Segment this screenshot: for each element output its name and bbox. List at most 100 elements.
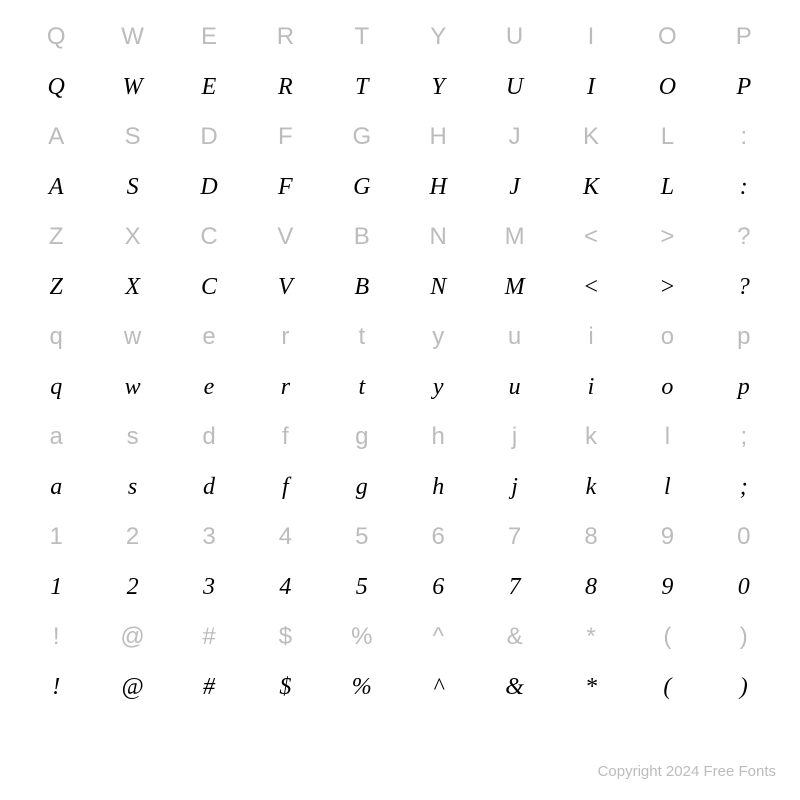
glyph-cell: Z [18, 212, 94, 262]
glyph-cell: O [629, 62, 705, 112]
glyph-cell: K [553, 112, 629, 162]
glyph-cell: @ [94, 612, 170, 662]
glyph-cell: o [629, 312, 705, 362]
glyph-cell: V [247, 212, 323, 262]
glyph-cell: Y [400, 12, 476, 62]
glyph-cell: W [94, 62, 170, 112]
glyph-cell: : [706, 162, 782, 212]
glyph-cell: C [171, 262, 247, 312]
glyph-cell: ( [629, 612, 705, 662]
glyph-cell: F [247, 162, 323, 212]
glyph-cell: R [247, 62, 323, 112]
glyph-cell: F [247, 112, 323, 162]
glyph-cell: W [94, 12, 170, 62]
character-grid: QWERTYUIOPQWERTYUIOPASDFGHJKL:ASDFGHJKL:… [18, 12, 782, 712]
glyph-cell: y [400, 312, 476, 362]
glyph-cell: 5 [324, 512, 400, 562]
glyph-cell: h [400, 412, 476, 462]
glyph-cell: a [18, 462, 94, 512]
glyph-cell: w [94, 362, 170, 412]
glyph-cell: B [324, 262, 400, 312]
glyph-cell: T [324, 12, 400, 62]
glyph-cell: # [171, 662, 247, 712]
glyph-cell: N [400, 212, 476, 262]
glyph-cell: 0 [706, 512, 782, 562]
glyph-cell: H [400, 112, 476, 162]
glyph-cell: t [324, 362, 400, 412]
glyph-cell: e [171, 362, 247, 412]
glyph-cell: R [247, 12, 323, 62]
glyph-cell: q [18, 312, 94, 362]
glyph-cell: * [553, 662, 629, 712]
glyph-cell: ; [706, 412, 782, 462]
glyph-cell: B [324, 212, 400, 262]
glyph-cell: Z [18, 262, 94, 312]
glyph-cell: w [94, 312, 170, 362]
glyph-cell: C [171, 212, 247, 262]
glyph-cell: < [553, 262, 629, 312]
glyph-cell: Q [18, 62, 94, 112]
glyph-cell: f [247, 462, 323, 512]
glyph-cell: 9 [629, 512, 705, 562]
glyph-cell: k [553, 412, 629, 462]
glyph-cell: $ [247, 662, 323, 712]
glyph-cell: 6 [400, 512, 476, 562]
glyph-cell: r [247, 362, 323, 412]
glyph-cell: k [553, 462, 629, 512]
glyph-cell: t [324, 312, 400, 362]
glyph-cell: 6 [400, 562, 476, 612]
glyph-cell: I [553, 62, 629, 112]
glyph-cell: l [629, 462, 705, 512]
glyph-cell: A [18, 162, 94, 212]
glyph-cell: g [324, 412, 400, 462]
glyph-cell: Y [400, 62, 476, 112]
glyph-cell: 9 [629, 562, 705, 612]
glyph-cell: S [94, 162, 170, 212]
glyph-cell: 3 [171, 562, 247, 612]
glyph-cell: N [400, 262, 476, 312]
glyph-cell: j [476, 412, 552, 462]
glyph-cell: d [171, 462, 247, 512]
glyph-cell: ^ [400, 612, 476, 662]
glyph-cell: ) [706, 612, 782, 662]
glyph-cell: Q [18, 12, 94, 62]
glyph-cell: 1 [18, 562, 94, 612]
glyph-cell: & [476, 662, 552, 712]
glyph-cell: J [476, 112, 552, 162]
glyph-cell: < [553, 212, 629, 262]
glyph-cell: H [400, 162, 476, 212]
copyright-footer: Copyright 2024 Free Fonts [598, 763, 776, 780]
glyph-cell: O [629, 12, 705, 62]
glyph-cell: p [706, 312, 782, 362]
glyph-cell: U [476, 62, 552, 112]
glyph-cell: D [171, 112, 247, 162]
glyph-cell: e [171, 312, 247, 362]
glyph-cell: 2 [94, 562, 170, 612]
glyph-cell: * [553, 612, 629, 662]
glyph-cell: 4 [247, 562, 323, 612]
glyph-cell: 3 [171, 512, 247, 562]
glyph-cell: : [706, 112, 782, 162]
glyph-cell: V [247, 262, 323, 312]
glyph-cell: E [171, 62, 247, 112]
glyph-cell: l [629, 412, 705, 462]
glyph-cell: 4 [247, 512, 323, 562]
glyph-cell: ) [706, 662, 782, 712]
glyph-cell: 8 [553, 512, 629, 562]
glyph-cell: ? [706, 212, 782, 262]
glyph-cell: X [94, 262, 170, 312]
glyph-cell: T [324, 62, 400, 112]
glyph-cell: r [247, 312, 323, 362]
glyph-cell: a [18, 412, 94, 462]
glyph-cell: # [171, 612, 247, 662]
glyph-cell: > [629, 212, 705, 262]
glyph-cell: % [324, 612, 400, 662]
glyph-cell: ? [706, 262, 782, 312]
glyph-cell: i [553, 312, 629, 362]
glyph-cell: G [324, 162, 400, 212]
glyph-cell: % [324, 662, 400, 712]
glyph-cell: f [247, 412, 323, 462]
glyph-cell: y [400, 362, 476, 412]
glyph-cell: M [476, 212, 552, 262]
glyph-cell: $ [247, 612, 323, 662]
